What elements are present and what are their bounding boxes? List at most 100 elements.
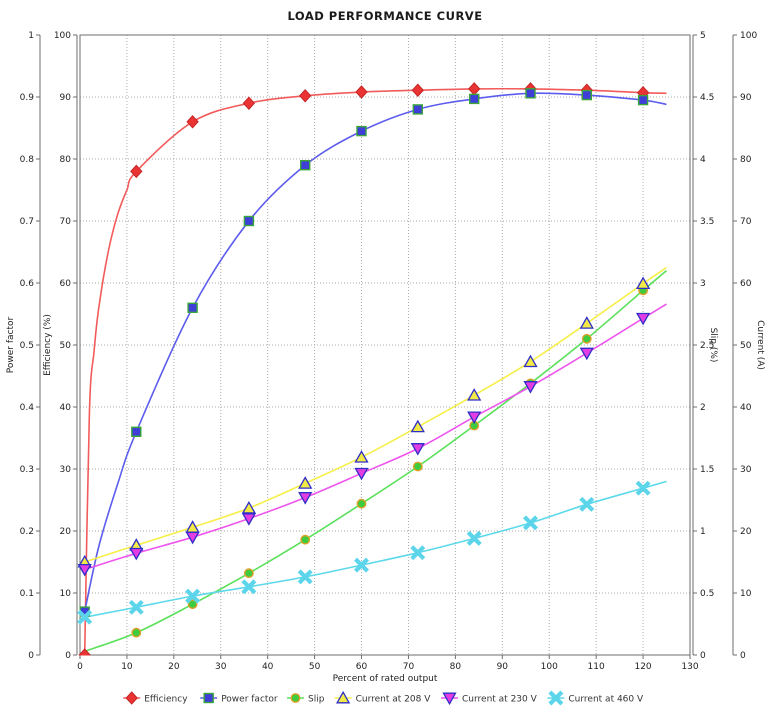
triangle-up-marker: [185, 520, 200, 533]
diamond-marker: [468, 82, 481, 96]
plot-border: [79, 34, 691, 656]
tick-label: 0.5: [700, 589, 714, 599]
triangle-down-marker: [442, 692, 457, 706]
square-marker: [469, 93, 480, 105]
tick-label: 40: [60, 403, 72, 413]
circle-marker: [300, 534, 311, 545]
x-cross-marker: [410, 545, 426, 561]
x-cross-marker: [297, 569, 313, 585]
series-markers-efficiency: [78, 82, 650, 656]
tick-label: 0.5: [20, 341, 34, 351]
legend-label: Current at 230 V: [462, 695, 538, 705]
x-cross-marker: [185, 588, 201, 604]
square-marker: [300, 159, 311, 171]
tick-label: 70: [403, 662, 415, 672]
tick-label: 0: [28, 651, 34, 661]
triangle-down-marker: [77, 563, 92, 577]
legend: Efficiency Power factor Slip Current at 208…: [123, 690, 644, 706]
square-marker: [356, 125, 367, 137]
tick-label: 1: [700, 527, 706, 537]
legend-item-slip: Slip: [287, 693, 325, 705]
triangle-down-marker: [579, 347, 594, 361]
circle-marker: [131, 627, 142, 638]
tick-label: 130: [681, 662, 698, 672]
tick-label: 0.2: [20, 527, 34, 537]
triangle-down-marker: [129, 547, 144, 561]
triangle-up-marker: [635, 276, 651, 290]
x-axis-title: Percent of rated output: [333, 674, 438, 684]
series-line-current-at-460-v: [84, 480, 667, 618]
slip-axis-title: Slip (%): [708, 328, 718, 363]
x-cross-marker: [77, 609, 93, 625]
legend-item-current-at-230-v: Current at 230 V: [441, 692, 538, 706]
legend-item-current-at-208-v: Current at 208 V: [334, 690, 432, 705]
series-markers-current-at-208-v: [77, 276, 651, 568]
diamond-marker: [78, 648, 91, 656]
x-cross-marker: [548, 690, 564, 706]
tick-label: 60: [60, 279, 72, 289]
tick-label: 0.8: [20, 155, 35, 165]
tick-label: 100: [54, 31, 71, 41]
tick-label: 10: [740, 589, 752, 599]
tick-label: 20: [740, 527, 752, 537]
tick-label: 90: [60, 93, 72, 103]
legend-label: Slip: [308, 695, 325, 705]
legend-label: Efficiency: [144, 695, 188, 705]
tick-label: 0.6: [20, 279, 35, 289]
tick-label: 60: [740, 279, 752, 289]
tick-label: 2.5: [700, 341, 714, 351]
tick-label: 100: [740, 31, 757, 41]
square-marker: [243, 215, 255, 227]
slip-axis: 0 0.5 1 1.5 2 2.5 3 3.5 4 4.5 5 Slip (%): [692, 31, 718, 661]
tick-label: 40: [262, 662, 274, 672]
series-markers-power-factor: [79, 88, 649, 617]
tick-label: 20: [60, 527, 72, 537]
tick-label: 0.9: [20, 93, 35, 103]
gridlines: [80, 35, 690, 655]
square-marker: [203, 692, 214, 704]
triangle-down-marker: [635, 312, 651, 326]
tick-label: 40: [740, 403, 752, 413]
tick-label: 90: [497, 662, 509, 672]
circle-marker: [581, 333, 592, 344]
triangle-up-marker: [298, 476, 313, 489]
square-marker: [525, 88, 536, 99]
square-marker: [187, 302, 198, 313]
tick-label: 0: [65, 651, 71, 661]
circle-marker: [356, 498, 367, 509]
x-cross-marker: [466, 530, 482, 546]
triangle-up-marker: [523, 354, 538, 368]
x-axis: 0 10 20 30 40 50 60 70 80 90 100 110 120 130 Percent o…: [77, 655, 699, 684]
tick-label: 50: [60, 341, 72, 351]
legend-item-power-factor: Power factor: [200, 692, 278, 705]
square-marker: [131, 426, 142, 437]
legend-item-current-at-460-v: Current at 460 V: [547, 690, 644, 706]
tick-label: 0: [700, 651, 706, 661]
power-factor-axis-title: Power factor: [6, 316, 16, 373]
legend-item-efficiency: Efficiency: [123, 691, 188, 705]
triangle-down-marker: [354, 467, 369, 481]
tick-label: 50: [309, 662, 321, 672]
tick-label: 1: [28, 31, 34, 41]
tick-label: 10: [121, 662, 133, 672]
diamond-marker: [125, 691, 138, 705]
triangle-down-marker: [298, 492, 313, 505]
x-cross-marker: [241, 579, 257, 595]
tick-label: 0.1: [20, 589, 34, 599]
tick-label: 0.7: [20, 217, 34, 227]
x-cross-marker: [579, 496, 595, 512]
triangle-up-marker: [241, 500, 257, 514]
x-cross-marker: [128, 599, 144, 615]
diamond-marker: [186, 115, 199, 129]
tick-label: 1.5: [700, 465, 714, 475]
legend-label: Current at 208 V: [356, 695, 432, 705]
tick-label: 0.4: [20, 403, 35, 413]
tick-label: 90: [740, 93, 752, 103]
current-axis-title: Current (A): [755, 320, 765, 370]
circle-marker: [187, 599, 198, 610]
tick-label: 110: [588, 662, 605, 672]
diamond-marker: [299, 89, 312, 103]
tick-label: 70: [740, 217, 752, 227]
diamond-marker: [411, 83, 424, 97]
